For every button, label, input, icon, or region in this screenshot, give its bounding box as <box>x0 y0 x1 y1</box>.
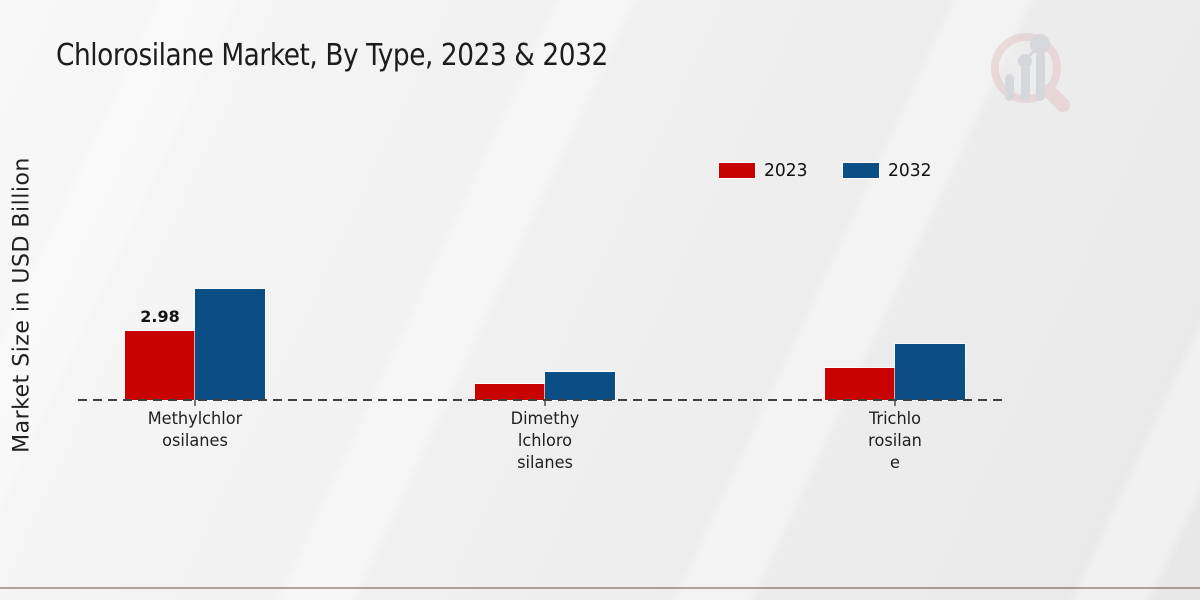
footer-accent-bar <box>0 587 1200 600</box>
market-research-future-logo-icon <box>991 33 1070 112</box>
legend-label-2023: 2023 <box>764 160 808 181</box>
legend-label-2032: 2032 <box>887 160 932 181</box>
bar-2032-methylchlorosilanes <box>195 289 265 400</box>
legend-swatch-2023 <box>719 163 755 178</box>
page-title: Chlorosilane Market, By Type, 2023 & 203… <box>56 38 608 73</box>
legend-item-2023: 2023 <box>719 160 810 181</box>
bar-2023-methylchlorosilanes <box>125 331 195 400</box>
bar-2032-trichlorosilane <box>895 344 965 400</box>
legend-swatch-2032 <box>842 163 879 178</box>
category-label-trichlorosilane: Trichlo rosilan e <box>868 409 922 473</box>
legend-item-2032: 2032 <box>842 160 934 181</box>
category-label-dimethylchlorosilanes: Dimethy lchloro silanes <box>510 409 580 473</box>
bar-2023-dimethylchlorosilanes <box>475 384 545 400</box>
bar-2032-dimethylchlorosilanes <box>545 372 615 400</box>
data-label-2023: 2.98 <box>140 307 180 326</box>
bar-2023-trichlorosilane <box>825 368 895 400</box>
category-label-methylchlorosilanes: Methylchlor osilanes <box>147 409 243 451</box>
legend: 2023 2032 <box>719 160 934 181</box>
